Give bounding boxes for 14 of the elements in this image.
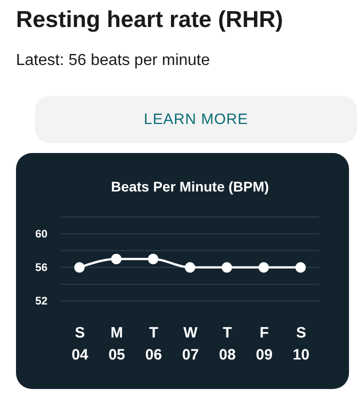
x-tick-label: M 05: [108, 324, 126, 364]
chart-title: Resting heart rate (RHR): [16, 6, 284, 33]
y-tick-label: 52: [35, 296, 48, 308]
x-tick-label: F 09: [256, 324, 273, 364]
chart-subtitle: Latest: 56 beats per minute: [16, 52, 210, 70]
y-tick-label: 60: [35, 228, 48, 240]
x-tick-label: T 08: [219, 324, 236, 364]
x-tick-label: S 04: [72, 324, 89, 364]
x-tick-label: S 10: [292, 324, 310, 364]
x-tick-label: W 07: [182, 324, 199, 364]
text: LEARN MORE: [35, 96, 357, 143]
x-tick-label: T 06: [145, 324, 162, 364]
y-axis-title: Beats Per Minute (BPM): [111, 178, 269, 194]
y-tick-label: 56: [35, 262, 48, 274]
